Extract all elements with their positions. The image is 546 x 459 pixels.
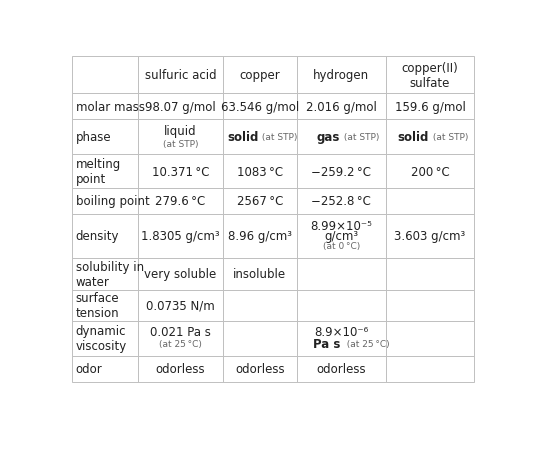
Bar xyxy=(297,94,385,120)
Bar xyxy=(223,155,297,189)
Bar xyxy=(385,321,474,356)
Text: g/cm³: g/cm³ xyxy=(324,230,358,242)
Text: (at STP): (at STP) xyxy=(430,133,468,142)
Text: 279.6 °C: 279.6 °C xyxy=(155,195,205,208)
Text: 0.021 Pa s: 0.021 Pa s xyxy=(150,326,211,339)
Bar xyxy=(223,120,297,155)
Text: odorless: odorless xyxy=(156,363,205,375)
Text: 2567 °C: 2567 °C xyxy=(236,195,283,208)
Bar xyxy=(138,189,223,214)
Text: sulfuric acid: sulfuric acid xyxy=(145,69,216,82)
Text: phase: phase xyxy=(76,131,111,144)
Bar xyxy=(223,356,297,382)
Bar xyxy=(223,94,297,120)
Bar xyxy=(73,356,138,382)
Text: (at 25 °C): (at 25 °C) xyxy=(341,340,389,349)
Bar xyxy=(297,321,385,356)
Bar xyxy=(385,356,474,382)
Bar xyxy=(385,189,474,214)
Text: 10.371 °C: 10.371 °C xyxy=(152,165,209,179)
Bar xyxy=(385,57,474,94)
Text: melting
point: melting point xyxy=(76,158,121,186)
Bar xyxy=(73,94,138,120)
Text: 159.6 g/mol: 159.6 g/mol xyxy=(395,101,466,113)
Bar xyxy=(223,214,297,258)
Bar xyxy=(73,258,138,290)
Text: hydrogen: hydrogen xyxy=(313,69,369,82)
Text: solubility in
water: solubility in water xyxy=(76,260,144,288)
Bar xyxy=(138,356,223,382)
Text: 3.603 g/cm³: 3.603 g/cm³ xyxy=(394,230,466,243)
Bar xyxy=(138,214,223,258)
Bar xyxy=(73,57,138,94)
Bar xyxy=(385,258,474,290)
Bar xyxy=(223,290,297,321)
Bar xyxy=(73,321,138,356)
Text: 63.546 g/mol: 63.546 g/mol xyxy=(221,101,299,113)
Text: −252.8 °C: −252.8 °C xyxy=(311,195,371,208)
Text: liquid: liquid xyxy=(164,124,197,138)
Bar xyxy=(385,290,474,321)
Bar xyxy=(385,155,474,189)
Bar xyxy=(138,290,223,321)
Text: (at 0 °C): (at 0 °C) xyxy=(323,241,360,250)
Text: 200 °C: 200 °C xyxy=(411,165,449,179)
Text: surface
tension: surface tension xyxy=(76,291,120,319)
Text: 8.9×10⁻⁶: 8.9×10⁻⁶ xyxy=(314,326,369,339)
Bar xyxy=(297,258,385,290)
Text: (at STP): (at STP) xyxy=(341,133,379,142)
Text: Pa s: Pa s xyxy=(313,338,340,351)
Text: 1083 °C: 1083 °C xyxy=(236,165,283,179)
Bar xyxy=(138,155,223,189)
Bar xyxy=(138,94,223,120)
Text: 98.07 g/mol: 98.07 g/mol xyxy=(145,101,216,113)
Text: (at 25 °C): (at 25 °C) xyxy=(159,340,202,349)
Text: odorless: odorless xyxy=(316,363,366,375)
Bar xyxy=(297,155,385,189)
Text: 2.016 g/mol: 2.016 g/mol xyxy=(306,101,377,113)
Text: solid: solid xyxy=(398,131,429,144)
Bar xyxy=(385,214,474,258)
Text: odorless: odorless xyxy=(235,363,284,375)
Bar xyxy=(297,290,385,321)
Text: boiling point: boiling point xyxy=(76,195,150,208)
Text: very soluble: very soluble xyxy=(144,268,217,281)
Bar xyxy=(223,321,297,356)
Bar xyxy=(385,94,474,120)
Text: dynamic
viscosity: dynamic viscosity xyxy=(76,325,127,353)
Text: density: density xyxy=(76,230,120,243)
Bar xyxy=(297,189,385,214)
Bar xyxy=(73,214,138,258)
Bar xyxy=(223,57,297,94)
Bar xyxy=(223,258,297,290)
Bar xyxy=(297,356,385,382)
Bar xyxy=(73,189,138,214)
Text: (at STP): (at STP) xyxy=(259,133,298,142)
Text: 0.0735 N/m: 0.0735 N/m xyxy=(146,299,215,312)
Bar xyxy=(73,290,138,321)
Bar xyxy=(73,155,138,189)
Text: 8.99×10⁻⁵: 8.99×10⁻⁵ xyxy=(310,219,372,232)
Text: gas: gas xyxy=(317,131,340,144)
Text: molar mass: molar mass xyxy=(76,101,145,113)
Bar xyxy=(223,189,297,214)
Bar xyxy=(385,120,474,155)
Text: odor: odor xyxy=(76,363,103,375)
Bar xyxy=(138,57,223,94)
Text: (at STP): (at STP) xyxy=(163,140,198,149)
Bar xyxy=(297,57,385,94)
Bar xyxy=(138,258,223,290)
Bar xyxy=(138,120,223,155)
Bar xyxy=(297,120,385,155)
Text: copper: copper xyxy=(239,69,280,82)
Text: 1.8305 g/cm³: 1.8305 g/cm³ xyxy=(141,230,219,243)
Text: copper(II)
sulfate: copper(II) sulfate xyxy=(402,62,459,90)
Text: 8.96 g/cm³: 8.96 g/cm³ xyxy=(228,230,292,243)
Text: −259.2 °C: −259.2 °C xyxy=(311,165,371,179)
Bar xyxy=(73,120,138,155)
Text: solid: solid xyxy=(228,131,259,144)
Text: insoluble: insoluble xyxy=(233,268,286,281)
Bar xyxy=(138,321,223,356)
Bar xyxy=(297,214,385,258)
